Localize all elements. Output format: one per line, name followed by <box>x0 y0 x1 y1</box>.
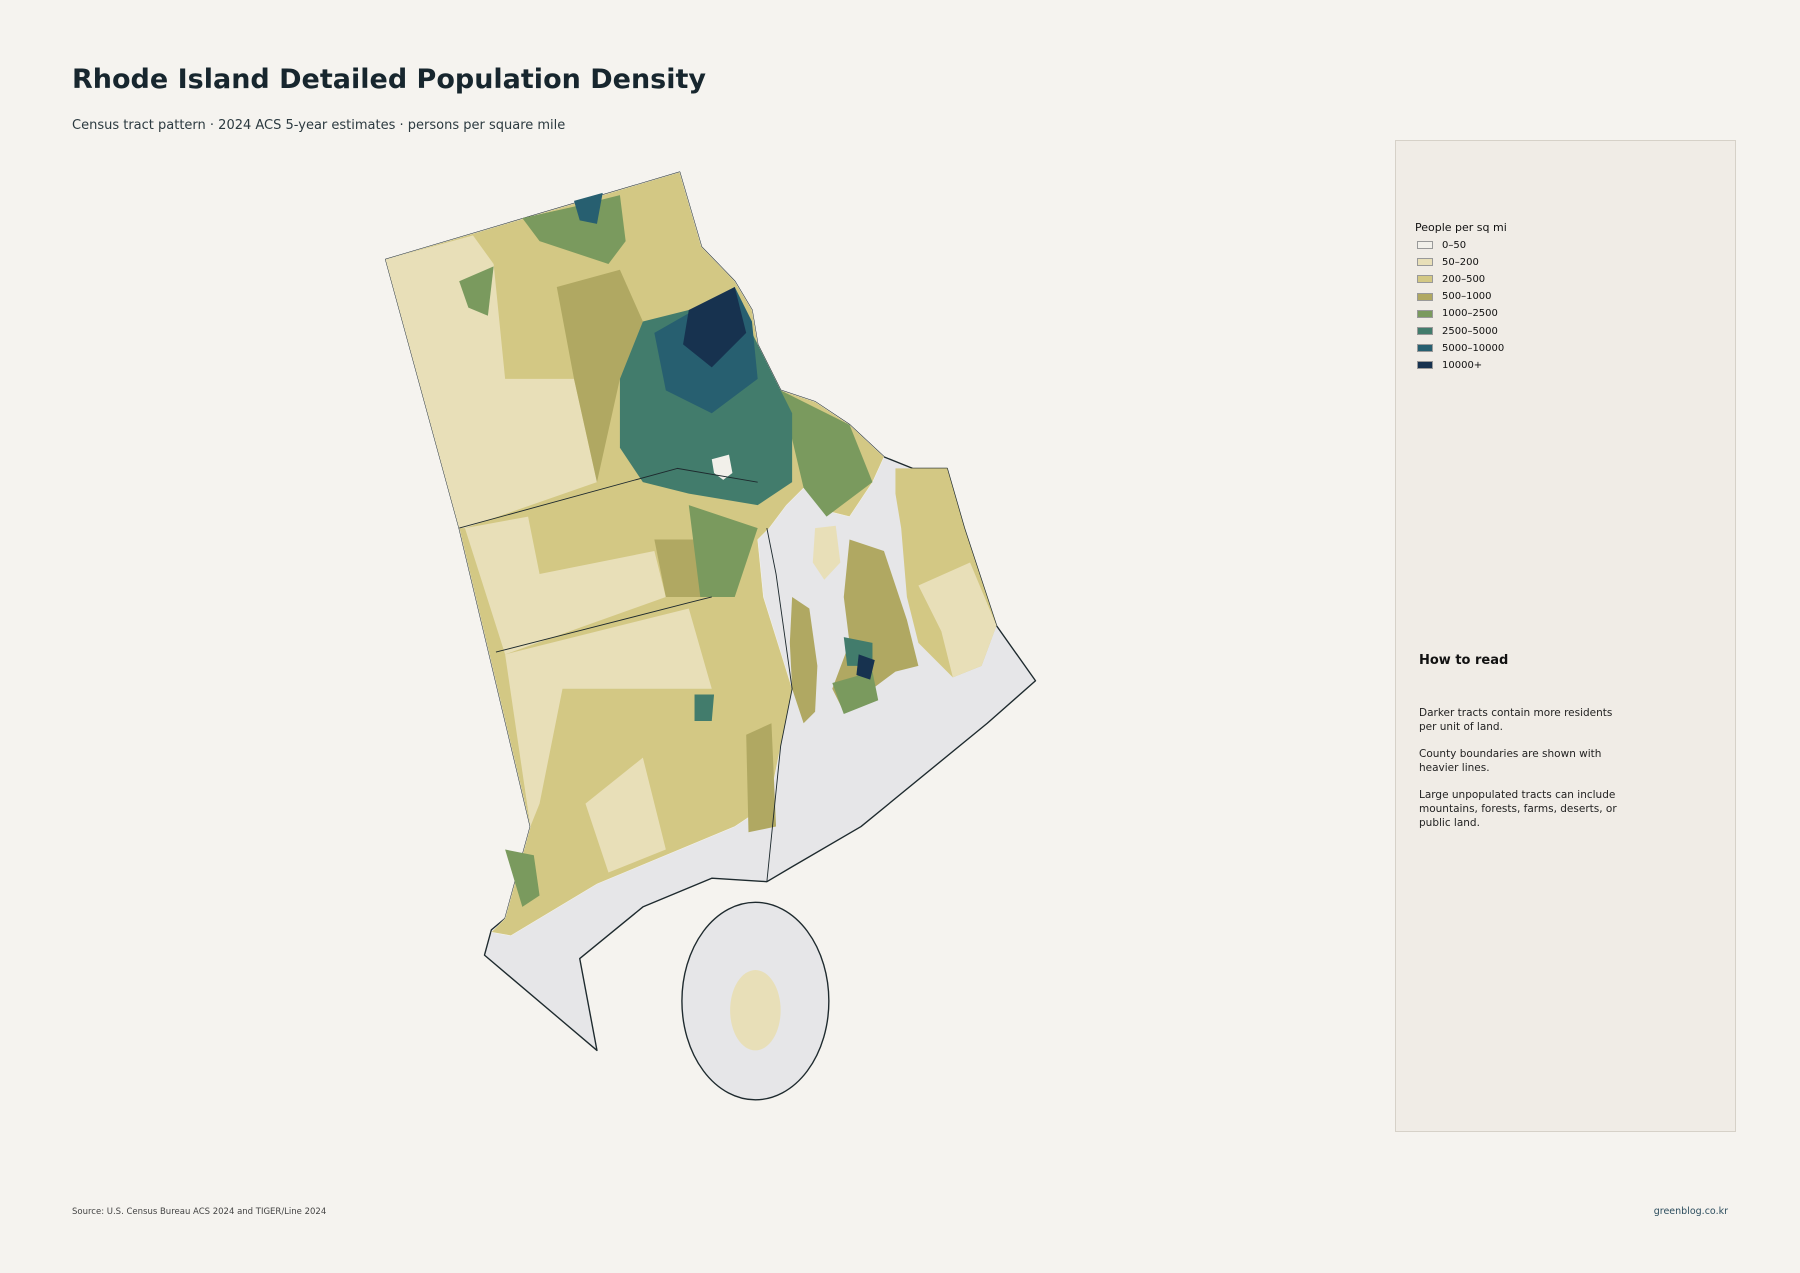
tract-region <box>385 235 597 529</box>
tract-region <box>683 287 747 368</box>
tract-region <box>464 516 666 655</box>
legend-label: 500–1000 <box>1442 291 1492 303</box>
east-shore-south <box>918 562 997 678</box>
legend-item: 10000+ <box>1417 358 1482 372</box>
title: Rhode Island Detailed Population Density <box>72 64 707 95</box>
legend-label: 1000–2500 <box>1442 308 1498 320</box>
paragraph: Large unpopulated tracts can include mou… <box>1419 789 1617 829</box>
tract-region <box>556 269 643 483</box>
legend-item: 2500–5000 <box>1417 324 1498 338</box>
legend-item: 500–1000 <box>1417 290 1492 304</box>
legend-swatch <box>1417 344 1433 353</box>
tract-region <box>585 757 666 873</box>
legend-swatch <box>1417 361 1433 370</box>
tract-region <box>459 266 494 316</box>
how-to-read-text: Darker tracts contain more residents per… <box>1419 706 1619 843</box>
tract-region <box>688 505 758 597</box>
tract-region <box>832 671 879 715</box>
tract-region <box>505 849 540 907</box>
legend-label: 5000–10000 <box>1442 342 1505 354</box>
source: Source: U.S. Census Bureau ACS 2024 and … <box>72 1207 327 1217</box>
legend-swatch <box>1417 258 1433 267</box>
bay-islet <box>812 525 841 580</box>
tract-region <box>746 723 777 833</box>
legend-swatch <box>1417 327 1433 335</box>
subtitle: Census tract pattern · 2024 ACS 5-year e… <box>72 118 566 133</box>
legend-title: People per sq mi <box>1415 221 1507 234</box>
legend-label: 200–500 <box>1442 273 1486 285</box>
legend-swatch <box>1417 275 1433 284</box>
legend-swatch <box>1417 309 1433 318</box>
block-island <box>730 970 781 1051</box>
legend-item: 200–500 <box>1417 272 1485 286</box>
legend-item: 50–200 <box>1417 255 1479 269</box>
legend-swatch <box>1417 292 1433 301</box>
paragraph: County boundaries are shown with heavier… <box>1419 748 1602 774</box>
legend-item: 5000–10000 <box>1417 341 1504 355</box>
tract-region <box>780 390 873 517</box>
side-panel <box>1395 140 1736 1132</box>
credit: greenblog.co.kr <box>1653 1206 1728 1217</box>
conanicut <box>789 596 818 724</box>
how-to-read-title: How to read <box>1419 653 1509 668</box>
legend-label: 0–50 <box>1442 239 1467 251</box>
tract-region <box>694 694 715 721</box>
legend-label: 10000+ <box>1442 359 1483 371</box>
tract-region <box>856 654 875 680</box>
unpopulated-tract <box>711 454 733 480</box>
tract-region <box>505 608 712 827</box>
tract-region <box>574 192 603 224</box>
legend-label: 50–200 <box>1442 256 1479 268</box>
county-boundary <box>459 467 793 882</box>
tract-region <box>522 195 626 265</box>
legend-item: 1000–2500 <box>1417 307 1498 321</box>
legend-swatch <box>1417 241 1433 249</box>
legend-item: 0–50 <box>1417 238 1466 252</box>
legend-label: 2500–5000 <box>1442 325 1498 337</box>
paragraph: Darker tracts contain more residents per… <box>1419 707 1613 733</box>
aquidneck <box>832 539 919 712</box>
